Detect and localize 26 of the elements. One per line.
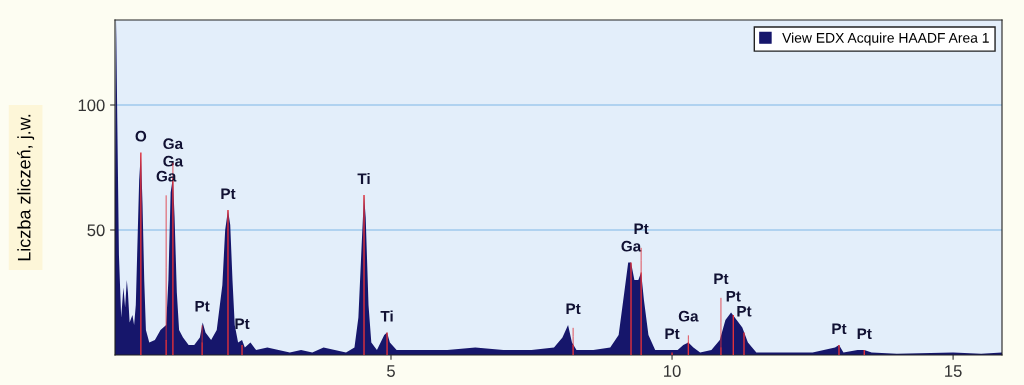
annotation: Ga	[163, 155, 184, 167]
annotation: Pt	[634, 223, 649, 235]
annotation: Pt	[665, 328, 680, 340]
annotation: Pt	[714, 273, 729, 285]
y-axis-title: Liczba zliczeń, j.w.	[17, 114, 35, 261]
y-tick-label: 50	[87, 224, 105, 237]
annotation: Ti	[380, 310, 393, 322]
y-tick-label: 100	[78, 99, 105, 112]
x-tick-label: 15	[945, 365, 962, 377]
annotation: Pt	[726, 290, 741, 302]
annotation: Ga	[678, 310, 699, 322]
annotation: Ga	[621, 240, 642, 252]
annotation: Ti	[357, 172, 370, 184]
x-tick-label: 10	[664, 365, 681, 377]
annotation: O	[135, 130, 147, 142]
annotation: Pt	[566, 303, 581, 315]
annotation: Ga	[156, 170, 177, 182]
legend-label: View EDX Acquire HAADF Area 1	[782, 32, 989, 46]
annotation: Pt	[221, 188, 236, 200]
annotation: Ga	[163, 138, 184, 150]
annotation: Pt	[235, 318, 250, 330]
annotation: Pt	[737, 305, 752, 317]
annotation: Pt	[857, 328, 872, 340]
x-tick-label: 5	[387, 365, 395, 377]
annotation: Pt	[195, 300, 210, 312]
annotation: Pt	[832, 323, 847, 335]
